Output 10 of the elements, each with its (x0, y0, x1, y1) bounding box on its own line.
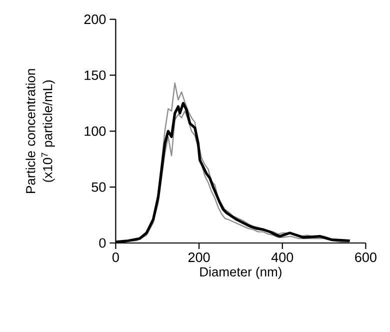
x-tick-label: 400 (271, 252, 294, 262)
y-tick-label: 200 (84, 14, 106, 24)
y-tick-label: 0 (99, 238, 106, 248)
y-tick-label: 100 (84, 126, 106, 136)
x-tick-label: 200 (188, 252, 210, 262)
x-axis-title: Diameter (nm) (200, 266, 282, 280)
y-tick-label: 150 (84, 70, 106, 80)
x-tick-label: 600 (355, 252, 376, 262)
x-tick-label: 0 (112, 252, 119, 262)
y-tick-label: 50 (92, 182, 106, 192)
